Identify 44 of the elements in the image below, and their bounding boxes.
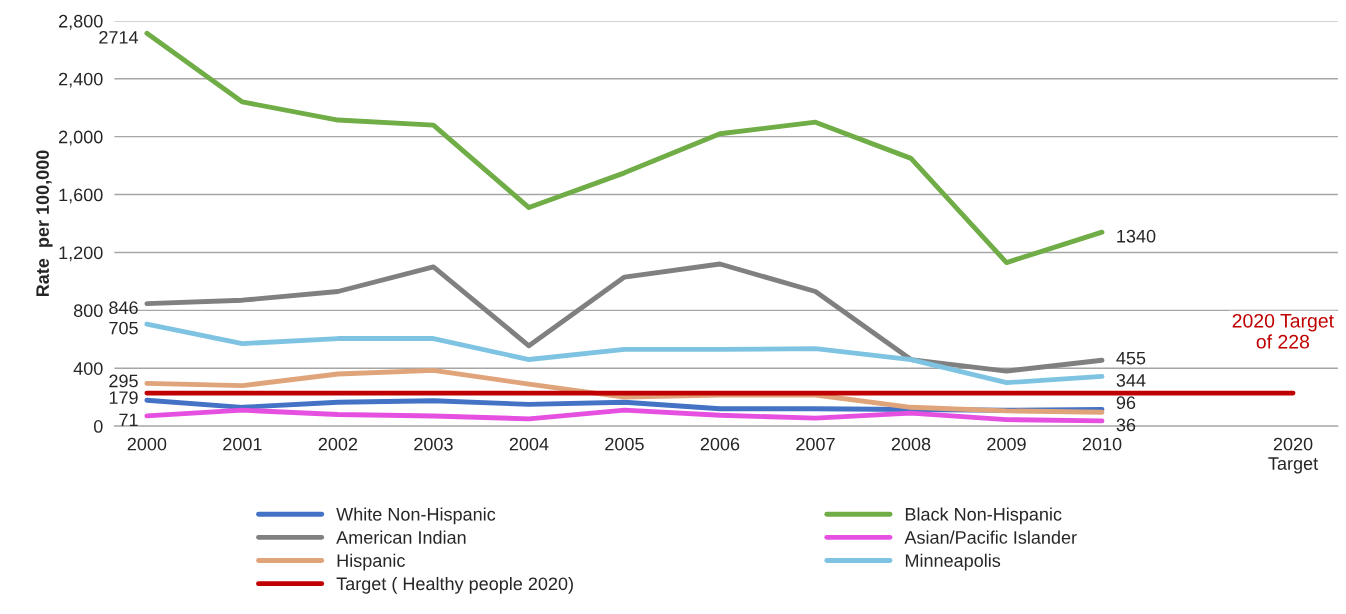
y-tick-label: 1,200 (59, 246, 103, 262)
data-label: 1340 (1117, 229, 1156, 243)
x-tick-label: 2007 (796, 437, 835, 451)
data-label: 705 (109, 321, 138, 335)
data-label: 344 (1116, 373, 1146, 387)
legend-label: Hispanic (337, 553, 405, 571)
x-tick-label: 2020 Target (1268, 437, 1318, 474)
line-series (144, 30, 1105, 265)
data-label: 71 (119, 413, 138, 427)
x-tick-label: 2005 (605, 437, 644, 451)
y-tick-label: 0 (93, 420, 103, 433)
data-label: 846 (109, 301, 138, 315)
legend-label: Target ( Healthy people 2020) (336, 576, 573, 594)
legend-label: Black Non-Hispanic (905, 507, 1062, 525)
x-tick-label: 2001 (223, 437, 262, 451)
legend-label: Asian/Pacific Islander (904, 530, 1077, 544)
annotation: 2020 Target of 228 (1232, 313, 1334, 349)
line-series (144, 321, 1105, 386)
x-tick-label: 2009 (987, 437, 1026, 451)
x-tick-label: 2004 (509, 437, 549, 451)
data-label: 179 (109, 391, 138, 405)
line-series (144, 261, 1105, 374)
x-tick-label: 2002 (318, 437, 358, 451)
data-label: 455 (1116, 351, 1146, 365)
data-label: 96 (1116, 396, 1136, 410)
legend-label: American Indian (336, 530, 466, 544)
data-label: 36 (1116, 418, 1136, 432)
x-tick-label: 2003 (414, 437, 453, 451)
x-tick-label: 2008 (891, 437, 931, 451)
x-tick-label: 2000 (127, 437, 167, 451)
x-tick-label: 2006 (700, 437, 740, 451)
y-tick-label: 2,800 (59, 14, 103, 30)
y-tick-label: 800 (73, 304, 103, 318)
legend-label: Minneapolis (905, 553, 1001, 571)
data-label: 295 (109, 374, 138, 388)
y-tick-label: 2,000 (59, 130, 103, 146)
y-tick-label: 400 (73, 362, 103, 375)
y-axis-title: Rate per 100,000 (36, 150, 53, 297)
x-tick-label: 2010 (1082, 437, 1122, 451)
y-tick-label: 1,600 (59, 188, 103, 204)
legend-label: White Non-Hispanic (336, 507, 496, 525)
y-tick-label: 2,400 (59, 72, 103, 88)
line-series (144, 407, 1105, 424)
data-label: 2714 (99, 30, 139, 44)
